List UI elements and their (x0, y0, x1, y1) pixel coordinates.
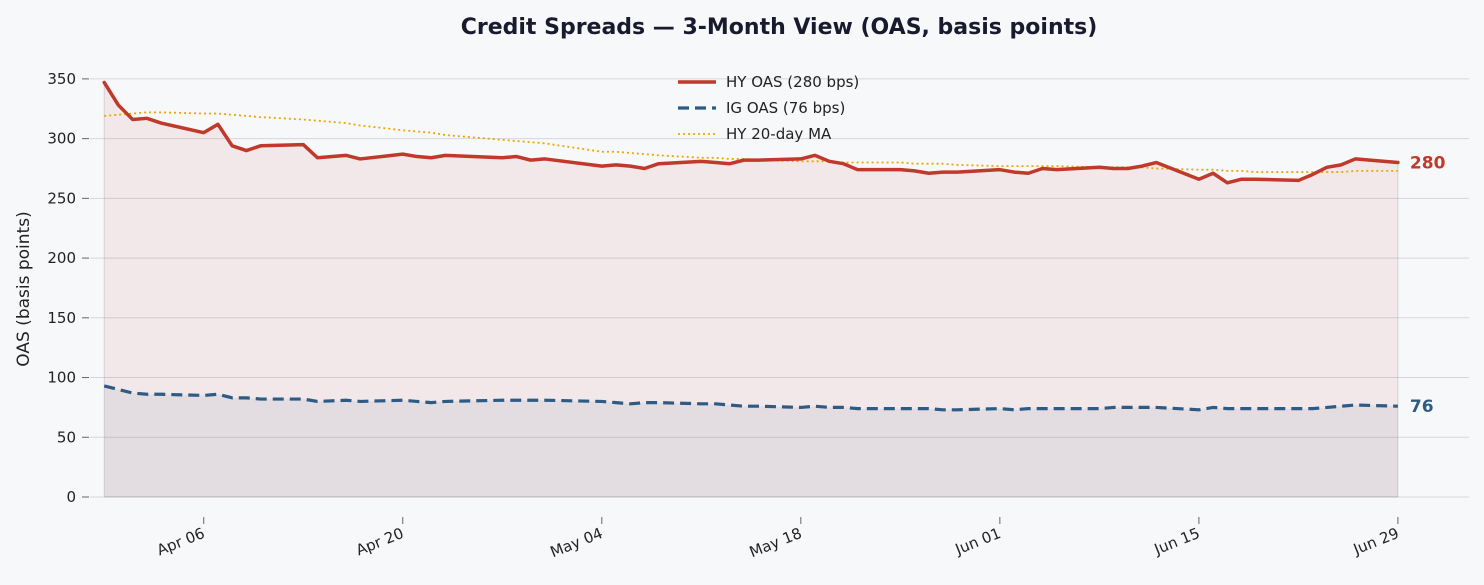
hy-oas-line (102, 80, 1400, 185)
x-tick-label: May 04 (548, 524, 606, 561)
legend-label: HY OAS (280 bps) (726, 73, 859, 91)
y-tick-label: 350 (47, 70, 76, 88)
y-tick-label: 100 (47, 369, 76, 387)
chart-title: Credit Spreads — 3-Month View (OAS, basi… (461, 15, 1098, 40)
y-tick-label: 250 (47, 189, 76, 207)
x-tick-label: Jun 15 (1151, 524, 1203, 559)
x-tick-label: Jun 01 (952, 524, 1004, 559)
hy-end-label: 280 (1410, 154, 1446, 174)
legend-label: HY 20-day MA (726, 125, 832, 143)
y-tick-label: 0 (66, 488, 76, 506)
y-tick-label: 300 (47, 130, 76, 148)
ig-end-label: 76 (1410, 397, 1434, 417)
x-tick-label: May 18 (747, 524, 805, 561)
x-tick-label: Apr 20 (353, 524, 406, 559)
x-tick-label: Apr 06 (154, 524, 207, 559)
y-axis-label: OAS (basis points) (14, 211, 34, 366)
y-tick-label: 50 (57, 428, 76, 446)
ig-oas-line (103, 384, 1398, 412)
area-fills (103, 82, 1399, 498)
series-lines (102, 80, 1400, 412)
gridlines (90, 78, 1469, 498)
end-labels: 280 76 (1410, 154, 1446, 418)
legend-label: IG OAS (76 bps) (726, 99, 845, 117)
legend: HY OAS (280 bps) IG OAS (76 bps) HY 20-day… (678, 73, 859, 143)
x-tick-label: Jun 29 (1350, 524, 1402, 559)
y-tick-label: 200 (47, 249, 76, 267)
ig-area-fill (104, 385, 1398, 497)
y-tick-label: 150 (47, 309, 76, 327)
hy-area-fill (104, 82, 1398, 497)
